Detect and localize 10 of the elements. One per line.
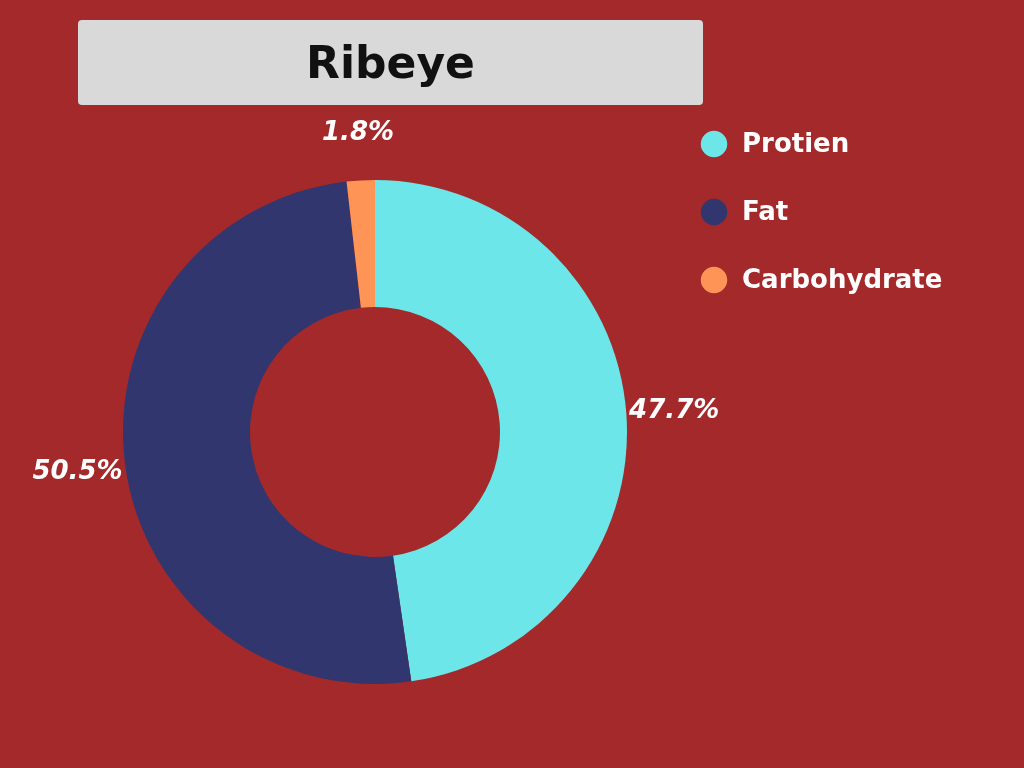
legend-label: Fat: [742, 196, 789, 226]
chart-title: Ribeye: [78, 20, 703, 105]
legend-label: Protien: [742, 128, 850, 158]
data-label: 1.8%: [321, 116, 395, 147]
donut-slice: [346, 180, 375, 308]
donut-slice: [375, 180, 627, 682]
data-label: 50.5%: [32, 454, 123, 485]
legend-label: Carbohydrate: [742, 264, 943, 294]
donut-slice: [123, 181, 412, 684]
data-label: 47.7%: [628, 394, 720, 425]
